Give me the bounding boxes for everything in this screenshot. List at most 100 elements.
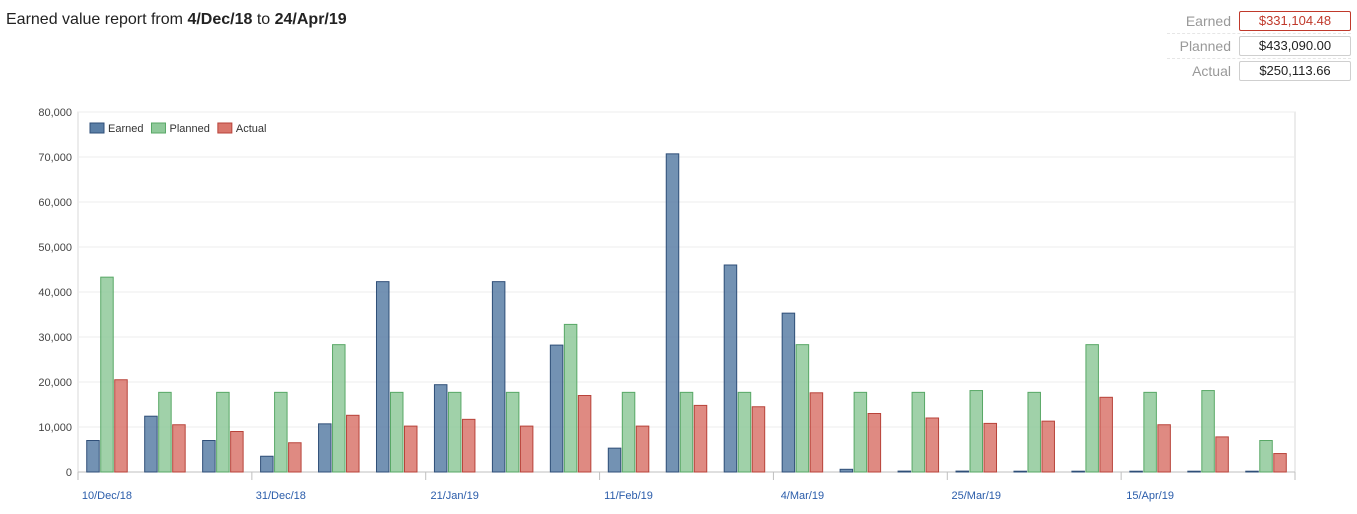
y-tick-label: 40,000 [38, 287, 72, 299]
bar-earned [1071, 470, 1085, 473]
bar-planned [737, 391, 752, 473]
bar-earned [1245, 470, 1259, 473]
bar-actual [925, 417, 940, 473]
bar-actual [1273, 453, 1287, 473]
x-tick-label: 4/Mar/19 [781, 490, 824, 502]
bar-earned [144, 415, 158, 473]
bar-earned [202, 440, 216, 473]
bar-planned [1027, 391, 1041, 473]
bar-planned [563, 323, 578, 473]
y-tick-label: 0 [66, 467, 72, 479]
start-date: 4/Dec/18 [187, 11, 253, 28]
bar-planned [389, 391, 404, 473]
bar-actual [983, 422, 998, 473]
bar-planned [100, 276, 114, 473]
bar-earned [260, 455, 274, 473]
y-tick-label: 80,000 [38, 107, 72, 119]
legend-swatch-actual [217, 122, 233, 134]
earned-value-bar-chart: 0 10,000 20,000 30,000 40,000 50,000 60,000 70,… [38, 107, 1296, 502]
bar-actual [693, 404, 708, 473]
legend-label-actual: Actual [236, 123, 267, 135]
bar-actual [346, 414, 360, 473]
actual-value: $250,113.66 [1239, 61, 1351, 81]
report-title: Earned value report from 4/Dec/18 to 24/… [6, 11, 347, 29]
bar-actual [1099, 396, 1113, 473]
bar-planned [274, 391, 288, 473]
bar-planned [969, 390, 984, 473]
bar-planned [679, 391, 694, 473]
y-tick-label: 10,000 [38, 422, 72, 434]
title-prefix: Earned value report from [6, 11, 183, 28]
bar-planned [621, 391, 636, 473]
planned-label: Planned [1179, 38, 1231, 54]
bar-planned [216, 391, 230, 473]
bar-actual [172, 424, 186, 473]
bar-planned [1085, 344, 1099, 473]
y-tick-label: 50,000 [38, 242, 72, 254]
bar-planned [853, 391, 868, 473]
bar-earned [86, 440, 100, 473]
y-tick-label: 30,000 [38, 332, 72, 344]
earned-label: Earned [1185, 13, 1231, 29]
bar-actual [809, 392, 824, 473]
summary-row-earned: Earned $331,104.48 [1167, 9, 1351, 33]
bar-actual [114, 379, 128, 473]
bar-actual [288, 442, 302, 473]
summary-row-planned: Planned $433,090.00 [1167, 33, 1351, 58]
bar-actual [1041, 420, 1055, 473]
bar-planned [332, 344, 346, 473]
x-tick-label: 21/Jan/19 [431, 490, 479, 502]
bar-earned [955, 470, 970, 473]
legend-swatch-planned [150, 122, 166, 134]
bar-planned [505, 391, 520, 473]
bar-actual [1215, 436, 1229, 473]
bar-earned [839, 468, 854, 473]
bar-actual [461, 418, 476, 473]
actual-label: Actual [1192, 63, 1231, 79]
bar-actual [867, 413, 882, 473]
bar-earned [549, 344, 564, 473]
legend-label-earned: Earned [108, 123, 143, 135]
bar-actual [519, 425, 534, 473]
bar-actual [403, 425, 418, 473]
bar-earned [723, 264, 738, 473]
bar-earned [781, 312, 796, 473]
bar-earned [375, 281, 390, 473]
x-tick-label: 11/Feb/19 [604, 490, 653, 502]
bar-actual [577, 395, 592, 473]
bar-planned [1201, 390, 1215, 473]
bar-actual [230, 431, 244, 473]
bar-planned [158, 391, 172, 473]
bar-planned [1143, 391, 1157, 473]
bar-planned [911, 391, 926, 473]
summary-row-actual: Actual $250,113.66 [1167, 58, 1351, 83]
bar-earned [491, 281, 506, 473]
bar-earned [897, 470, 912, 473]
earned-value: $331,104.48 [1239, 11, 1351, 31]
x-tick-label: 25/Mar/19 [951, 490, 1001, 502]
planned-value: $433,090.00 [1239, 36, 1351, 56]
bar-earned [1013, 470, 1027, 473]
legend-label-planned: Planned [169, 123, 209, 135]
bar-earned [433, 384, 448, 473]
bar-planned [795, 344, 810, 473]
bar-earned [1129, 470, 1143, 473]
end-date: 24/Apr/19 [274, 11, 347, 28]
bar-actual [635, 425, 650, 473]
y-tick-label: 60,000 [38, 197, 72, 209]
bar-earned [665, 153, 680, 473]
x-tick-label: 10/Dec/18 [82, 490, 132, 502]
bar-planned [447, 391, 462, 473]
x-tick-label: 31/Dec/18 [256, 490, 306, 502]
summary-panel: Earned $331,104.48 Planned $433,090.00 A… [1167, 9, 1351, 83]
bar-planned [1259, 440, 1273, 473]
bar-earned [607, 447, 622, 473]
title-connector: to [256, 11, 271, 28]
bar-actual [1157, 424, 1171, 473]
y-tick-label: 70,000 [38, 152, 72, 164]
bar-earned [318, 423, 332, 473]
bar-actual [751, 406, 766, 473]
x-tick-label: 15/Apr/19 [1126, 490, 1174, 502]
bar-earned [1187, 470, 1201, 473]
y-tick-label: 20,000 [38, 377, 72, 389]
